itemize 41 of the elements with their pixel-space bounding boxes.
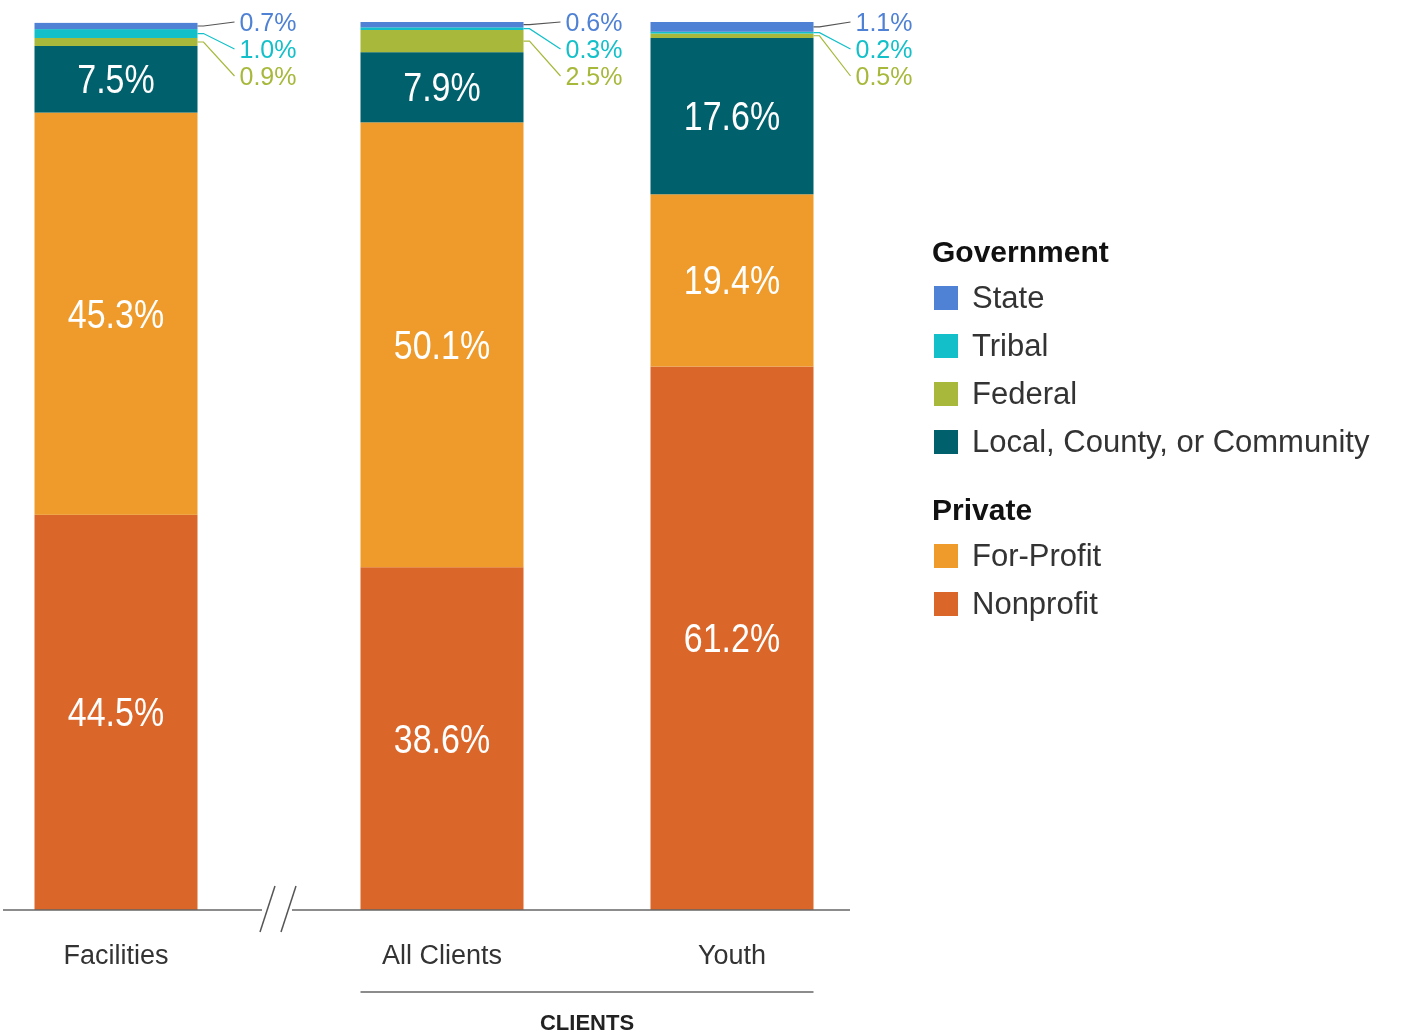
text: CLIENTS xyxy=(539,1010,635,1034)
bar xyxy=(650,194,814,367)
data-label: 1.0% xyxy=(239,35,297,63)
data-label: 0.3% xyxy=(565,35,623,63)
data-label: 45.3% xyxy=(67,291,165,337)
bar xyxy=(650,366,814,910)
data-label: 0.5% xyxy=(855,62,913,90)
text: Private xyxy=(932,493,1033,526)
data-label: 19.4% xyxy=(683,257,781,304)
data-label: 7.9% xyxy=(403,64,481,110)
data-label: 61.2% xyxy=(683,615,781,661)
bar xyxy=(34,37,198,46)
bar xyxy=(650,33,814,38)
data-label: 44.5% xyxy=(67,689,165,736)
data-label: 1.1% xyxy=(855,8,913,36)
data-label: 0.2% xyxy=(855,35,913,63)
data-label: 0.6% xyxy=(565,8,623,36)
bar xyxy=(34,22,198,30)
data-label: 17.6% xyxy=(683,93,781,139)
x-tick-label: Facilities xyxy=(63,940,169,970)
legend-label: Local, County, or Community xyxy=(972,424,1370,459)
data-label: 2.5% xyxy=(565,62,623,90)
data-label: 7.5% xyxy=(77,56,155,102)
legend-label: For-Profit xyxy=(972,538,1102,573)
bar xyxy=(34,45,198,113)
bar xyxy=(34,29,198,38)
bar xyxy=(650,37,814,195)
data-label: 38.6% xyxy=(393,715,491,762)
data-label: 50.1% xyxy=(393,322,491,368)
text: Government xyxy=(932,235,1109,268)
bar xyxy=(34,514,198,910)
data-label: 0.7% xyxy=(239,8,297,36)
x-tick-label: All Clients xyxy=(381,940,503,970)
legend-label: Nonprofit xyxy=(972,586,1099,621)
data-label: 0.9% xyxy=(239,62,297,90)
legend-label: Tribal xyxy=(972,328,1049,363)
legend-label: State xyxy=(972,280,1045,315)
bar xyxy=(650,22,814,32)
x-tick-label: Youth xyxy=(697,940,767,970)
bar xyxy=(34,112,198,515)
legend-label: Federal xyxy=(972,376,1078,411)
